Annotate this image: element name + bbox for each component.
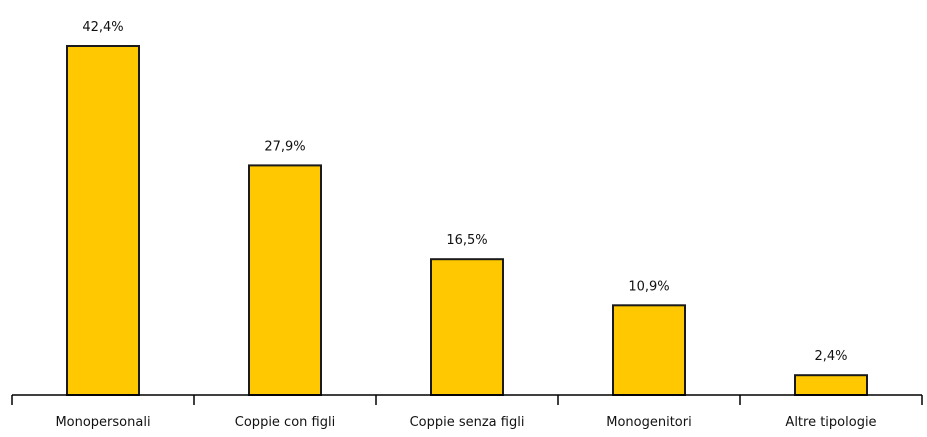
bar-5 <box>794 374 868 397</box>
category-label-4: Monogenitori <box>606 415 691 430</box>
bar-4 <box>612 304 686 396</box>
x-axis-ticks <box>11 395 923 405</box>
data-label-1: 42,4% <box>82 20 123 35</box>
category-label-5: Altre tipologie <box>785 415 876 430</box>
category-label-3: Coppie senza figli <box>410 415 525 430</box>
bars-group <box>66 45 868 397</box>
category-labels-group: Monopersonali Coppie con figli Coppie senz… <box>55 415 876 430</box>
value-labels-group: 42,4% 27,9% 16,5% 10,9% 2,4% <box>82 20 847 364</box>
bar-2 <box>248 164 322 396</box>
bar-1 <box>66 45 140 396</box>
category-label-2: Coppie con figli <box>235 415 335 430</box>
category-label-1: Monopersonali <box>55 415 150 430</box>
data-label-5: 2,4% <box>814 349 847 364</box>
data-label-4: 10,9% <box>628 279 669 294</box>
data-label-2: 27,9% <box>264 139 305 154</box>
data-label-3: 16,5% <box>446 233 487 248</box>
bar-3 <box>430 258 504 397</box>
